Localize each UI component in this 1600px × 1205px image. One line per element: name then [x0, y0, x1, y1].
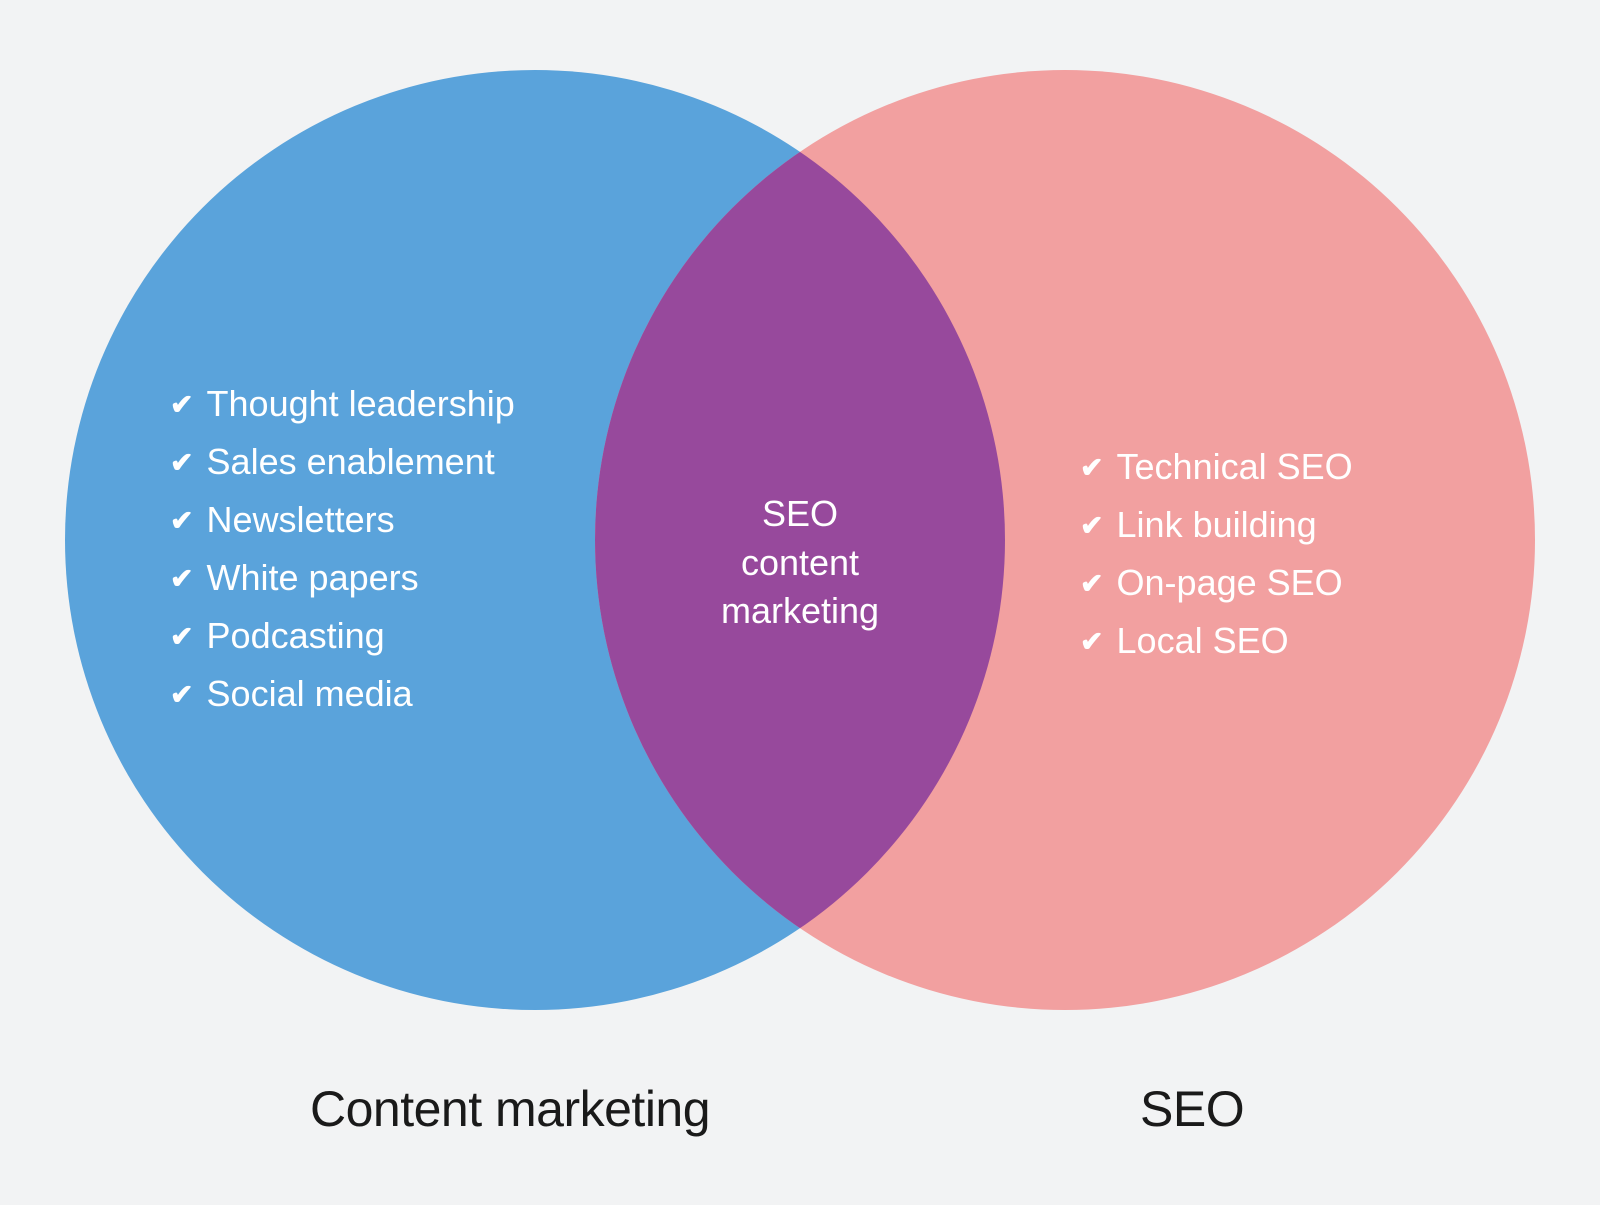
overlap-label: SEO content marketing	[680, 490, 920, 636]
check-icon: ✔	[1080, 509, 1103, 542]
left-list-item: ✔ Podcasting	[170, 607, 515, 665]
left-list-item-label: Sales enablement	[207, 441, 495, 483]
right-set-list: ✔ Technical SEO ✔ Link building ✔ On-page SEO…	[1080, 438, 1353, 670]
check-icon: ✔	[1080, 567, 1103, 600]
left-list-item: ✔ White papers	[170, 549, 515, 607]
right-list-item: ✔ Link building	[1080, 496, 1353, 554]
overlap-line-3: marketing	[680, 587, 920, 636]
left-set-title: Content marketing	[310, 1080, 710, 1138]
right-list-item-label: Link building	[1117, 504, 1317, 546]
venn-diagram: ✔ Thought leadership ✔ Sales enablement ✔ New…	[0, 0, 1600, 1205]
right-list-item: ✔ Local SEO	[1080, 612, 1353, 670]
check-icon: ✔	[170, 678, 193, 711]
right-list-item-label: On-page SEO	[1117, 562, 1343, 604]
check-icon: ✔	[170, 388, 193, 421]
left-list-item: ✔ Newsletters	[170, 491, 515, 549]
right-list-item: ✔ On-page SEO	[1080, 554, 1353, 612]
check-icon: ✔	[1080, 451, 1103, 484]
check-icon: ✔	[170, 504, 193, 537]
check-icon: ✔	[1080, 625, 1103, 658]
check-icon: ✔	[170, 620, 193, 653]
right-list-item-label: Technical SEO	[1117, 446, 1353, 488]
left-list-item-label: Podcasting	[207, 615, 385, 657]
left-list-item-label: Newsletters	[207, 499, 395, 541]
check-icon: ✔	[170, 562, 193, 595]
left-set-list: ✔ Thought leadership ✔ Sales enablement ✔ New…	[170, 375, 515, 723]
left-list-item: ✔ Thought leadership	[170, 375, 515, 433]
left-list-item-label: Social media	[207, 673, 413, 715]
overlap-line-2: content	[680, 539, 920, 588]
left-list-item-label: Thought leadership	[207, 383, 515, 425]
right-list-item-label: Local SEO	[1117, 620, 1289, 662]
left-list-item: ✔ Sales enablement	[170, 433, 515, 491]
left-list-item-label: White papers	[207, 557, 419, 599]
right-list-item: ✔ Technical SEO	[1080, 438, 1353, 496]
check-icon: ✔	[170, 446, 193, 479]
left-list-item: ✔ Social media	[170, 665, 515, 723]
overlap-line-1: SEO	[680, 490, 920, 539]
right-set-title: SEO	[1140, 1080, 1244, 1138]
